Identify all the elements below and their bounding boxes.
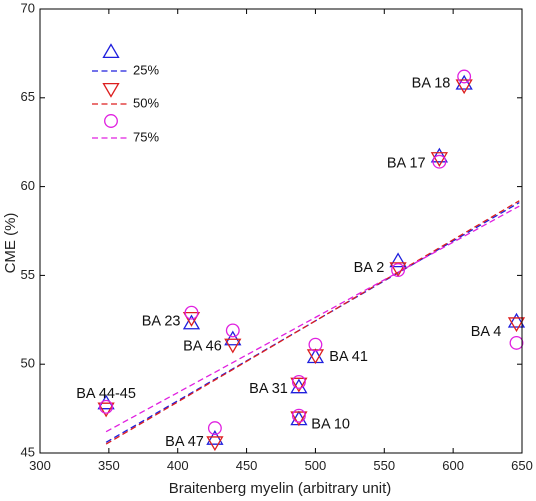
data-point-series-3 <box>291 408 306 423</box>
fit-lines <box>105 200 520 445</box>
data-point-series-1 <box>455 74 473 90</box>
y-tick-label: 55 <box>21 267 35 282</box>
point-label: BA 2 <box>354 260 385 276</box>
legend-label: 75% <box>133 129 159 144</box>
data-point-series-2 <box>389 262 407 278</box>
data-point-series-3 <box>391 263 406 278</box>
data-point-series-2 <box>306 349 325 365</box>
data-point-series-2 <box>430 152 449 167</box>
x-tick-label: 650 <box>511 458 533 473</box>
data-point-series-2 <box>97 402 115 418</box>
data-point-series-3 <box>184 305 199 320</box>
y-tick-label: 45 <box>21 444 35 459</box>
legend: 25% 50% 75% <box>92 43 159 144</box>
data-point-series-3 <box>99 399 114 414</box>
data-point-series-2 <box>290 411 308 427</box>
x-tick-label: 550 <box>373 458 395 473</box>
point-label: BA 41 <box>329 349 368 365</box>
plot-frame <box>39 8 523 454</box>
x-tick-label: 500 <box>305 458 327 473</box>
data-point-series-1 <box>206 429 224 445</box>
legend-label: 50% <box>133 95 159 110</box>
legend-marker-series-1 <box>102 43 120 59</box>
point-label: BA 47 <box>165 434 204 450</box>
y-tick-label: 65 <box>21 89 35 104</box>
data-point-series-1 <box>182 314 201 330</box>
legend-marker-series-2 <box>102 82 120 98</box>
y-axis-label: CME (%) <box>2 213 19 274</box>
legend-marker-series-3 <box>104 114 118 128</box>
data-point-series-3 <box>457 69 472 84</box>
data-point-series-3 <box>291 375 306 389</box>
data-point-series-2 <box>182 311 201 327</box>
point-label: BA 23 <box>142 313 181 329</box>
data-point-series-1 <box>224 330 242 346</box>
markers <box>97 69 526 452</box>
data-point-series-2 <box>206 436 224 452</box>
data-point-series-2 <box>290 377 308 393</box>
x-tick-label: 300 <box>29 458 51 473</box>
x-tick-label: 400 <box>167 458 189 473</box>
data-point-series-1 <box>430 147 449 163</box>
x-tick-label: 350 <box>98 458 120 473</box>
y-tick-label: 70 <box>21 0 35 15</box>
point-label: BA 46 <box>183 338 222 354</box>
point-label: BA 18 <box>412 75 451 91</box>
point-label: BA 31 <box>249 381 288 397</box>
data-point-series-2 <box>224 338 242 354</box>
axes-box <box>39 8 523 454</box>
data-point-series-1 <box>389 252 407 268</box>
data-point-series-1 <box>507 312 526 328</box>
data-point-series-3 <box>207 421 222 436</box>
data-point-series-3 <box>509 335 524 350</box>
point-label: BA 17 <box>387 155 426 171</box>
data-point-series-3 <box>225 323 240 338</box>
legend-label: 25% <box>133 62 159 77</box>
y-tick-label: 60 <box>21 178 35 193</box>
fit-line-series-3 <box>105 205 520 433</box>
fit-line-series-2 <box>105 200 520 445</box>
x-axis-label: Braitenberg myelin (arbitrary unit) <box>169 480 392 497</box>
y-tick-label: 50 <box>21 356 35 371</box>
point-label: BA 10 <box>311 416 350 432</box>
y-tick-labels: 45 50 55 60 65 70 <box>21 0 522 459</box>
x-tick-label: 600 <box>442 458 464 473</box>
data-point-series-2 <box>507 317 526 333</box>
x-tick-label: 450 <box>236 458 258 473</box>
point-label: BA 44-45 <box>76 386 136 402</box>
data-point-series-3 <box>432 154 447 169</box>
point-label: BA 4 <box>471 324 502 340</box>
data-point-series-3 <box>308 337 323 352</box>
data-point-series-2 <box>455 79 473 95</box>
x-tick-labels: 300 350 400 450 500 550 600 650 <box>29 9 533 473</box>
